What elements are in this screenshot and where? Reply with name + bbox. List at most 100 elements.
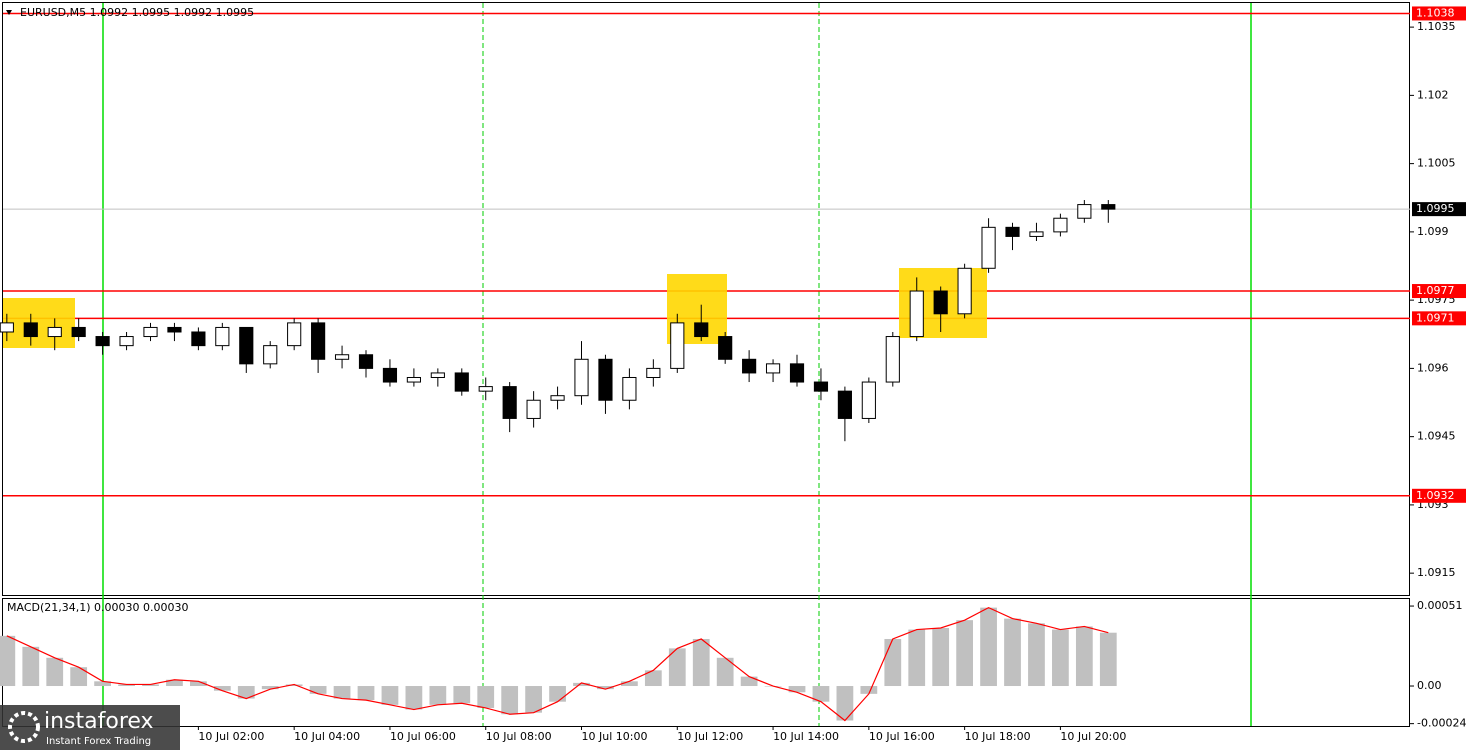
macd-bar [285, 684, 303, 687]
macd-bar [429, 686, 447, 705]
macd-title: MACD(21,34,1) 0.00030 0.00030 [7, 601, 189, 614]
macd-bar [333, 686, 351, 699]
candle-body [526, 399, 541, 419]
y-tick-label: 1.099 [1417, 225, 1449, 238]
candle-body [765, 363, 781, 374]
y-tick-label: 0.00051 [1417, 599, 1463, 612]
separators [102, 3, 1252, 726]
macd-bar [549, 686, 566, 702]
macd-bar [213, 686, 231, 691]
candle-body [837, 390, 852, 419]
level-label: 1.0932 [1416, 489, 1455, 502]
candle-body [95, 336, 110, 347]
macd-bar [1028, 623, 1045, 687]
candle-body [670, 322, 685, 369]
macd-bar [477, 686, 495, 708]
macd-bar [405, 686, 423, 710]
candle-body [622, 376, 637, 401]
candle-body [119, 336, 134, 347]
macd-bar [46, 657, 64, 687]
y-tick-label: -0.00024 [1417, 717, 1466, 730]
candle-body [1053, 217, 1068, 233]
chart-title: EURUSD,M5 1.0992 1.0995 1.0992 1.0995 [20, 6, 254, 19]
y-tick-label: 1.1035 [1417, 20, 1456, 33]
candle-body [454, 372, 469, 392]
candle-body [981, 226, 996, 269]
x-tick-label: 10 Jul 16:00 [869, 730, 935, 743]
y-tick-label: 1.0945 [1417, 430, 1456, 443]
candle-body [406, 376, 421, 383]
candle-body [789, 363, 805, 383]
x-tick-label: 10 Jul 02:00 [198, 730, 264, 743]
candle-body [191, 331, 206, 347]
macd-bar [860, 686, 878, 694]
macd-bar [668, 648, 686, 687]
x-tick-label: 10 Jul 04:00 [294, 730, 360, 743]
level-label: 1.0971 [1416, 311, 1455, 324]
level-box [1412, 284, 1466, 299]
y-tick-label: 0.00 [1417, 679, 1442, 692]
candle-body [574, 358, 589, 397]
candle-body [813, 381, 829, 392]
candle-body [263, 345, 278, 365]
macd-bar [0, 635, 16, 687]
macd-bar [644, 670, 662, 687]
x-tick-label: 10 Jul 10:00 [582, 730, 648, 743]
y-tick-label: 1.1005 [1417, 157, 1456, 170]
macd-bar [453, 686, 471, 704]
macd-bar [94, 681, 111, 687]
macd-bar [788, 686, 806, 693]
y-tick-label: 1.102 [1417, 88, 1449, 101]
macd-bar [501, 686, 519, 715]
candle-body [239, 326, 254, 365]
candle-body [358, 354, 374, 369]
macd-bar [884, 638, 902, 687]
candle-body [478, 386, 493, 392]
y-tick-label: 1.096 [1417, 361, 1449, 374]
macd-bar [142, 684, 159, 687]
macd-bar [956, 620, 974, 687]
candle-body [0, 322, 14, 333]
x-tick-label: 10 Jul 06:00 [390, 730, 456, 743]
macd-bar [357, 686, 375, 701]
level-label: 1.1038 [1416, 6, 1455, 19]
macd-chart: 0.00051 0.00 -0.00024 10 Jul 02:00 10 Jul 04… [0, 599, 1466, 743]
candle-body [334, 354, 350, 360]
title-arrow [6, 10, 12, 15]
logo-icon [8, 711, 40, 743]
x-tick-label: 10 Jul 12:00 [677, 730, 743, 743]
macd-bar [70, 667, 88, 687]
candle-body [909, 290, 924, 338]
candle-body [311, 322, 326, 360]
macd-bar [1099, 632, 1117, 687]
macd-bar [980, 607, 997, 687]
candle-body [143, 326, 158, 338]
candle-body [885, 336, 900, 383]
candle-body [502, 386, 517, 419]
candle-body [933, 290, 948, 315]
candle-body [167, 326, 182, 333]
macd-bar [118, 684, 135, 687]
price-chart-top: 1.0995 1.1038 1.0977 1.0971 1.0932 [0, 6, 1466, 503]
candle-body [47, 326, 62, 338]
macd-bar [836, 686, 854, 721]
candle-body [287, 322, 302, 347]
macd-bar [812, 686, 830, 702]
candle-body [718, 336, 733, 360]
macd-bar [309, 686, 327, 694]
macd-bar [190, 681, 207, 687]
macd-bar [22, 646, 40, 687]
macd-bar [621, 681, 638, 687]
candle-body [550, 395, 565, 401]
macd-bar [716, 657, 734, 687]
y-tick-label: 1.0915 [1417, 566, 1456, 579]
candle-body [430, 372, 445, 378]
macd-bar [932, 628, 950, 687]
x-tick-label: 10 Jul 18:00 [965, 730, 1031, 743]
logo-tagline: Instant Forex Trading [46, 736, 151, 747]
macd-bar [525, 686, 542, 713]
last-price-box [1412, 202, 1466, 217]
logo-name: instaforex [44, 709, 154, 734]
signal-line [6, 606, 1109, 722]
